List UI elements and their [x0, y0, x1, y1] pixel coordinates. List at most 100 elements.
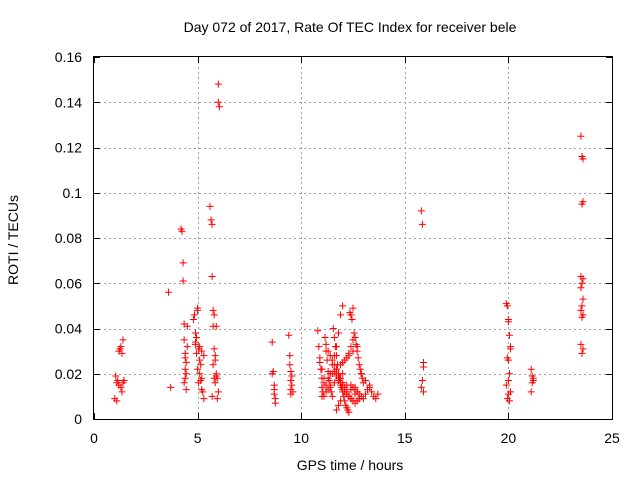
y-tick-label: 0.16 [55, 49, 82, 65]
data-point [285, 331, 293, 339]
data-point [347, 311, 355, 319]
data-point [330, 334, 338, 342]
data-point [114, 377, 122, 385]
data-point [210, 345, 218, 353]
data-point [353, 343, 361, 351]
data-point [334, 329, 342, 337]
data-point [579, 295, 587, 303]
data-point [417, 383, 425, 391]
data-point [328, 392, 336, 400]
data-point [165, 288, 173, 296]
data-point [579, 275, 587, 283]
axis-ticks [94, 57, 613, 420]
y-tick-label: 0.14 [55, 94, 82, 110]
data-point [182, 386, 190, 394]
data-point [343, 388, 351, 396]
data-point [210, 374, 218, 382]
data-point [181, 374, 189, 382]
data-point [193, 334, 201, 342]
data-point [200, 352, 208, 360]
data-point [287, 377, 295, 385]
data-point [190, 311, 198, 319]
data-point [179, 259, 187, 267]
data-point [332, 406, 340, 414]
data-point [527, 388, 535, 396]
data-point [326, 352, 334, 360]
data-point [339, 302, 347, 310]
data-point [322, 340, 330, 348]
data-point [528, 379, 536, 387]
data-point [194, 306, 202, 314]
data-point [361, 390, 369, 398]
data-point [192, 338, 200, 346]
data-point [212, 370, 220, 378]
data-point [361, 377, 369, 385]
grid-lines [94, 57, 612, 419]
data-point [213, 395, 221, 403]
data-point [208, 220, 216, 228]
data-point [337, 311, 345, 319]
y-tick-label: 0 [74, 411, 82, 427]
data-point [328, 370, 336, 378]
data-point [578, 313, 586, 321]
data-point [288, 372, 296, 380]
data-point [334, 401, 342, 409]
data-point [351, 390, 359, 398]
data-point [179, 277, 187, 285]
y-tick-label: 0.04 [55, 321, 82, 337]
data-point [209, 306, 217, 314]
data-point [207, 216, 215, 224]
data-point [198, 374, 206, 382]
data-point [578, 302, 586, 310]
data-point [316, 358, 324, 366]
data-point [505, 370, 513, 378]
data-point [183, 322, 191, 330]
data-point [577, 340, 585, 348]
data-point [214, 388, 222, 396]
data-point [181, 349, 189, 357]
data-point [268, 338, 276, 346]
data-point [206, 202, 214, 210]
data-point [181, 365, 189, 373]
data-point [330, 379, 338, 387]
data-point [374, 390, 382, 398]
data-point [347, 343, 355, 351]
data-point [349, 304, 357, 312]
data-point [210, 311, 218, 319]
data-point [215, 103, 223, 111]
x-tick-label: 15 [397, 430, 413, 446]
y-tick-label: 0.1 [63, 185, 83, 201]
data-point [330, 361, 338, 369]
data-point [577, 132, 585, 140]
data-point [326, 383, 334, 391]
data-point [200, 395, 208, 403]
data-point [180, 379, 188, 387]
data-point [318, 392, 326, 400]
data-point [178, 227, 186, 235]
data-point [321, 334, 329, 342]
data-point [167, 383, 175, 391]
data-point [115, 347, 123, 355]
data-point [577, 306, 585, 314]
data-point [418, 220, 426, 228]
data-point [214, 98, 222, 106]
y-tick-label: 0.08 [55, 230, 82, 246]
data-point [322, 388, 330, 396]
data-point [355, 361, 363, 369]
data-point [366, 383, 374, 391]
data-point [357, 370, 365, 378]
data-point [209, 361, 217, 369]
data-point [350, 329, 358, 337]
data-point [270, 381, 278, 389]
data-point [331, 343, 339, 351]
data-point [349, 336, 357, 344]
data-point [198, 347, 206, 355]
data-point [502, 381, 510, 389]
data-point [286, 352, 294, 360]
data-point [195, 379, 203, 387]
data-point [343, 381, 351, 389]
data-point [328, 356, 336, 364]
data-point [113, 397, 121, 405]
x-tick-label: 10 [293, 430, 309, 446]
